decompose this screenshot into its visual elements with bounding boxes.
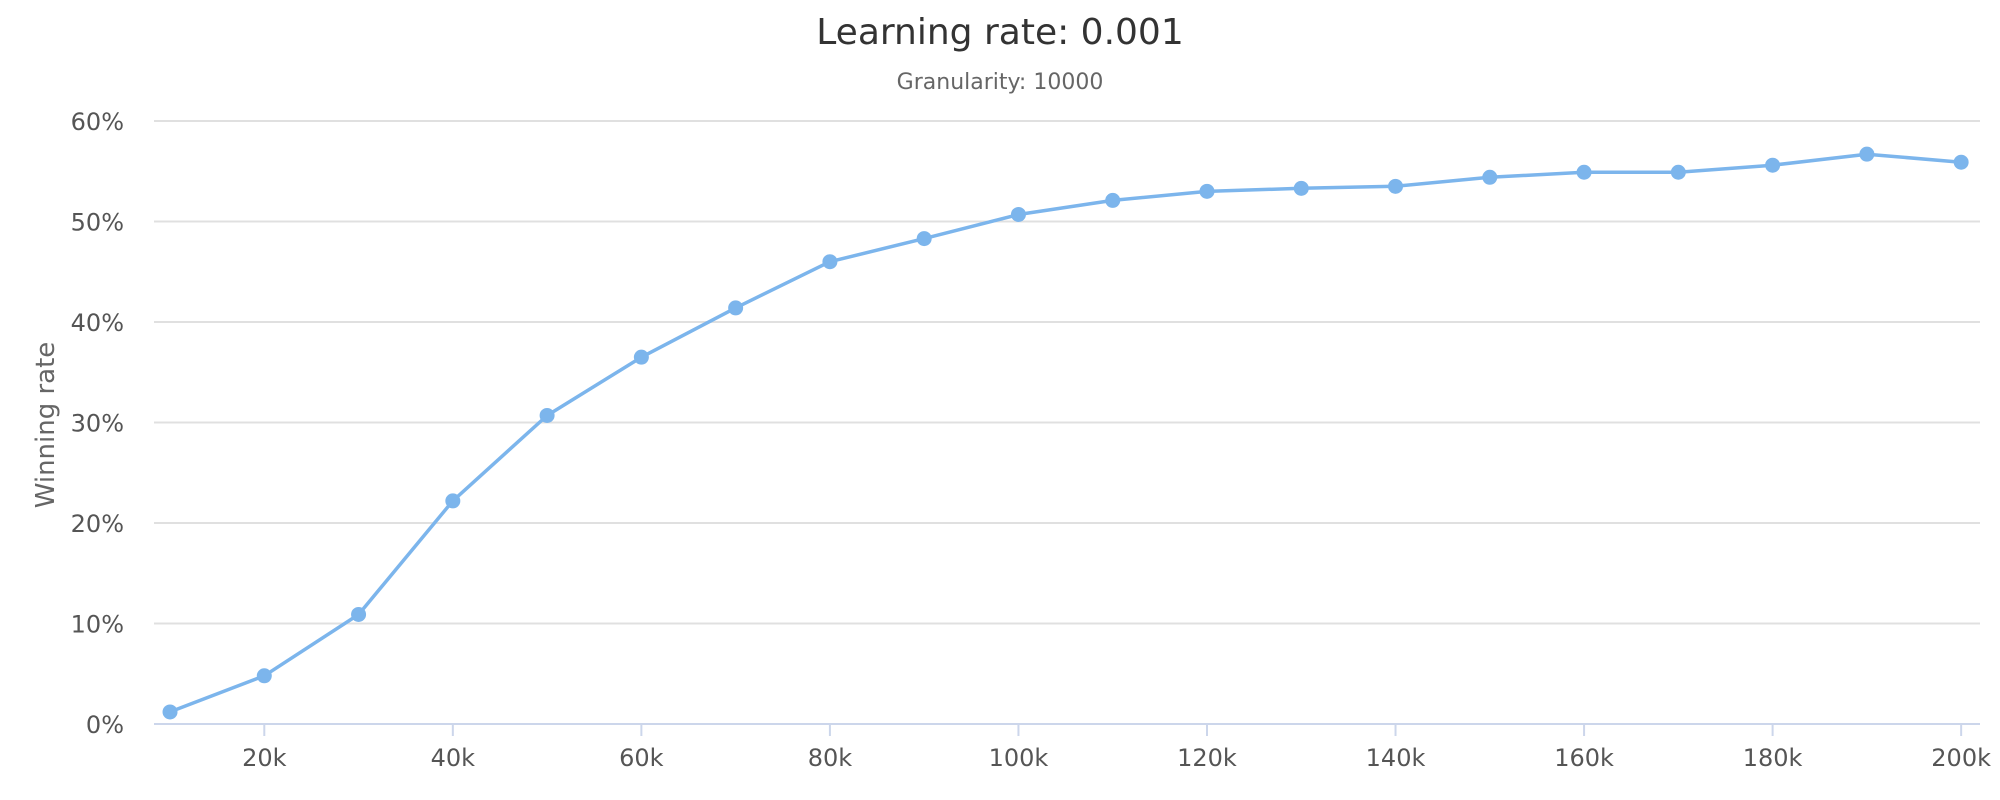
x-tick-label: 100k [989,744,1049,772]
grid-lines [154,120,1980,625]
data-point[interactable] [1670,164,1686,180]
data-point[interactable] [539,407,555,423]
y-tick-label: 30% [71,410,124,438]
x-tick-label: 40k [431,744,476,772]
data-point[interactable] [728,300,744,316]
y-tick-label: 50% [71,209,124,237]
data-point[interactable] [162,704,178,720]
y-axis-labels: 0% 10% 20% 30% 40% 50% 60% [71,108,124,739]
x-tick-label: 20k [242,744,287,772]
data-point[interactable] [1765,157,1781,173]
x-axis-labels: 20k 40k 60k 80k 100k 120k 140k 160k 180k 200k [242,744,1991,772]
x-tick-label: 140k [1366,744,1426,772]
y-tick-label: 20% [71,510,124,538]
data-point[interactable] [822,254,838,270]
data-point[interactable] [1388,178,1404,194]
y-tick-label: 10% [71,611,124,639]
data-point[interactable] [351,606,367,622]
data-point[interactable] [1293,180,1309,196]
data-point[interactable] [1859,146,1875,162]
data-point[interactable] [1105,192,1121,208]
series-line [168,152,1963,714]
x-tick-label: 160k [1554,744,1614,772]
data-point[interactable] [1010,206,1026,222]
data-point[interactable] [445,493,461,509]
data-point[interactable] [1482,169,1498,185]
axes [154,723,1980,736]
x-tick-label: 60k [619,744,664,772]
data-point[interactable] [1199,183,1215,199]
y-tick-label: 60% [71,108,124,136]
data-point[interactable] [916,231,932,247]
y-tick-label: 0% [86,711,124,739]
x-tick-label: 200k [1931,744,1991,772]
x-tick-label: 80k [808,744,853,772]
data-point[interactable] [633,349,649,365]
y-axis-title: Winning rate [31,342,61,509]
x-tick-label: 180k [1743,744,1803,772]
data-point[interactable] [256,668,272,684]
chart-title: Learning rate: 0.001 [816,12,1184,53]
data-point[interactable] [1576,164,1592,180]
x-tick-label: 120k [1177,744,1237,772]
data-point[interactable] [1953,154,1969,170]
chart-subtitle: Granularity: 10000 [896,70,1104,95]
y-tick-label: 40% [71,309,124,337]
series [162,146,1969,720]
